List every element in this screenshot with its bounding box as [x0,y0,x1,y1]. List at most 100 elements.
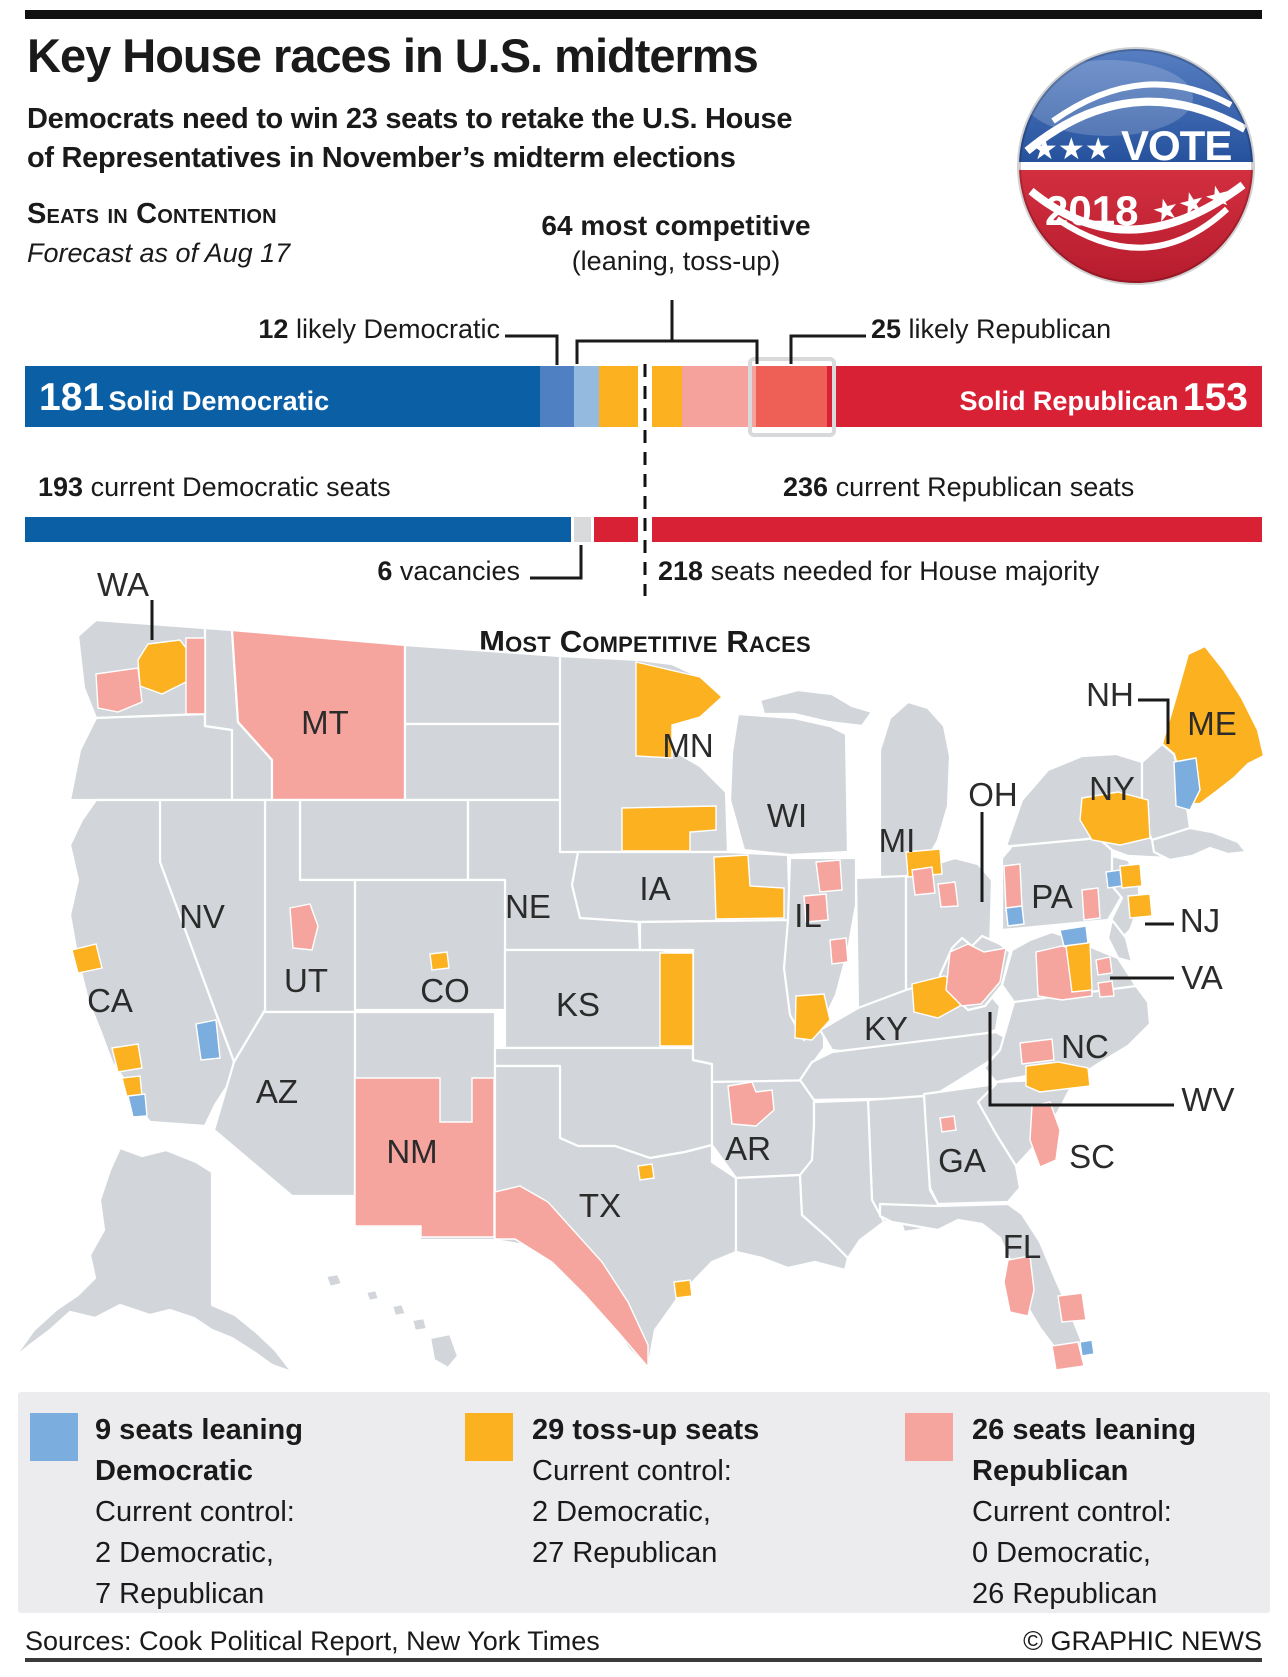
state-label-wv: WV [1181,1081,1234,1118]
bar-segment-solid-republican: Solid Republican 153 [826,366,1262,427]
state-label-co: CO [420,972,470,1009]
legend-swatch-lean_dem [30,1413,78,1461]
district-patch-fl-lean_rep [1003,1255,1035,1317]
legend-body-line: 2 Democratic, [532,1496,711,1528]
district-patch-tx-tossup [673,1279,693,1299]
state-wy [298,798,470,882]
district-patch-oh-lean_rep [911,866,936,896]
district-patch-fl-lean_rep [1051,1341,1085,1371]
subtitle-line-1: Democrats need to win 23 seats to retake… [27,103,793,135]
badge-vote-text: VOTE [1121,122,1231,169]
state-label-mn: MN [662,727,713,764]
bar-segment-leaning-democratic [573,366,600,427]
district-patch-pa-lean_dem [1005,905,1025,927]
bar-segment-solid-democratic: 181 Solid Democratic [25,366,540,427]
state-label-wi: WI [767,797,807,834]
legend-body-line: 7 Republican [95,1578,265,1610]
district-patch-wa-lean_rep [95,667,143,713]
badge-year-text: 2018 [1045,187,1138,234]
majority-label: 218 seats needed for House majority [658,556,1100,586]
us-map: WA MT MN NH ME NY OH WI MI IA NE NV IL PA NJ UT CO KS VA CA… [12,566,1266,1374]
page-subtitle: Democrats need to win 23 seats to retake… [27,100,792,178]
pointer-likely-rep [789,334,866,364]
district-patch-in-lean_rep [829,937,849,965]
state-label-nm: NM [386,1133,437,1170]
district-patch-tx-lean_rep [494,1185,649,1369]
state-label-me: ME [1187,705,1237,742]
state-ma-ct-ri [1150,826,1248,862]
state-label-ga: GA [938,1142,986,1179]
bar-segment-current-democratic-seats [25,517,572,542]
district-patch-fl-lean_dem [1079,1339,1095,1357]
subtitle-line-2: of Representatives in November’s midterm… [27,142,736,174]
legend-swatch-lean_rep [905,1413,953,1461]
district-patch-il-tossup [794,993,831,1041]
page-title: Key House races in U.S. midterms [27,29,759,82]
state-label-ne: NE [505,888,551,925]
vote-2018-badge: ★★★ VOTE 2018 ★★★ [1017,47,1255,285]
district-patch-pa-lean_dem [1105,869,1123,889]
district-patch-tx-tossup [637,1163,655,1181]
district-patch-co-tossup [429,951,450,971]
state-wi [728,712,850,857]
state-hi-5 [428,1332,460,1370]
legend-body-line: Current control: [532,1455,732,1487]
current-seats-bar [25,517,1263,542]
legend-body-line: 27 Republican [532,1537,718,1569]
state-hi-2 [364,1288,381,1303]
district-patch-ga-lean_rep [939,1115,957,1133]
state-label-oh: OH [968,776,1018,813]
district-patch-ia-tossup [713,854,785,920]
district-patch-ca-lean_dem [127,1093,148,1118]
credit-line: © GRAPHIC NEWS [1023,1626,1262,1656]
district-patch-nh-lean_dem [1173,757,1201,811]
current-dem-label: 193 current Democratic seats [38,472,391,502]
badge-stars-right: ★★★ [1149,178,1235,230]
state-hi-1 [324,1272,344,1289]
district-patch-nc-lean_rep [1019,1038,1055,1065]
legend-column-lean_rep: 26 seats leaning Republican Current contro… [972,1410,1196,1615]
likely-republican-label: 25 likely Republican [871,314,1112,344]
district-patch-ca-tossup [71,943,103,974]
state-label-il: IL [794,897,822,934]
state-label-ky: KY [864,1010,908,1047]
legend-title-line: 9 seats leaning [95,1414,303,1446]
state-label-mt: MT [301,704,349,741]
most-competitive-callout: 64 most competitive [541,210,811,241]
most-competitive-sub: (leaning, toss-up) [571,246,781,276]
legend-column-lean_dem: 9 seats leaning Democratic Current control… [95,1410,303,1615]
district-patch-il-lean_rep [803,893,829,923]
state-label-sc: SC [1069,1138,1115,1175]
top-rule [25,10,1262,19]
district-patch-wa-tossup [137,639,193,695]
state-sd [403,722,562,802]
pointer-wv [988,1012,1174,1107]
bar-segment-leaning-republican [681,366,756,427]
district-patch-oh-lean_rep [937,881,959,908]
district-patch-va-lean_rep [1095,956,1113,976]
likely-democratic-label: 12 likely Democratic [258,314,500,344]
district-patch-nj-tossup [1127,893,1153,919]
bottom-rule [25,1658,1262,1662]
badge-blue-half [1019,49,1253,166]
state-label-ny: NY [1089,770,1135,807]
state-label-tx: TX [579,1187,621,1224]
state-label-nv: NV [179,898,225,935]
forecast-seats-bar: 181 Solid Democratic Solid Republican 153 [25,366,1262,427]
state-label-nj: NJ [1180,902,1220,939]
state-fl [878,1202,1084,1364]
state-label-nh: NH [1086,676,1134,713]
district-patch-va-lean_rep [1097,980,1115,998]
state-de-md [1106,918,1134,964]
legend-title-line: 29 toss-up seats [532,1414,760,1446]
state-label-ca: CA [87,982,133,1019]
bracket-most-competitive [575,300,759,364]
district-patch-il-lean_rep [815,859,843,893]
legend-body-line: 2 Democratic, [95,1537,274,1569]
district-patch-ut-lean_rep [289,903,319,951]
state-label-ks: KS [556,986,600,1023]
state-label-ar: AR [725,1130,771,1167]
district-patch-pa-lean_rep [1081,887,1101,921]
state-label-mi: MI [879,822,916,859]
